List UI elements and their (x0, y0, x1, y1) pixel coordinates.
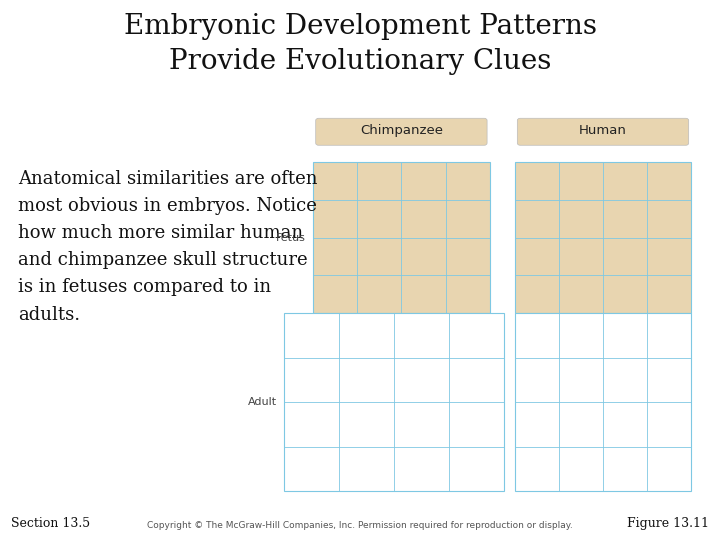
Bar (313, 162, 490, 313)
Bar (284, 313, 504, 491)
Text: Chimpanzee: Chimpanzee (360, 124, 443, 137)
Text: Anatomical similarities are often
most obvious in embryos. Notice
how much more : Anatomical similarities are often most o… (18, 170, 318, 323)
Text: Section 13.5: Section 13.5 (11, 517, 90, 530)
Bar (515, 162, 691, 313)
Text: Human: Human (579, 124, 627, 137)
FancyBboxPatch shape (316, 118, 487, 145)
Text: Copyright © The McGraw-Hill Companies, Inc. Permission required for reproduction: Copyright © The McGraw-Hill Companies, I… (147, 521, 573, 530)
Text: Fetus: Fetus (276, 233, 306, 242)
Text: Adult: Adult (248, 397, 277, 407)
Bar (515, 313, 691, 491)
Text: Embryonic Development Patterns
Provide Evolutionary Clues: Embryonic Development Patterns Provide E… (124, 14, 596, 75)
Text: Figure 13.11: Figure 13.11 (627, 517, 709, 530)
FancyBboxPatch shape (517, 118, 688, 145)
